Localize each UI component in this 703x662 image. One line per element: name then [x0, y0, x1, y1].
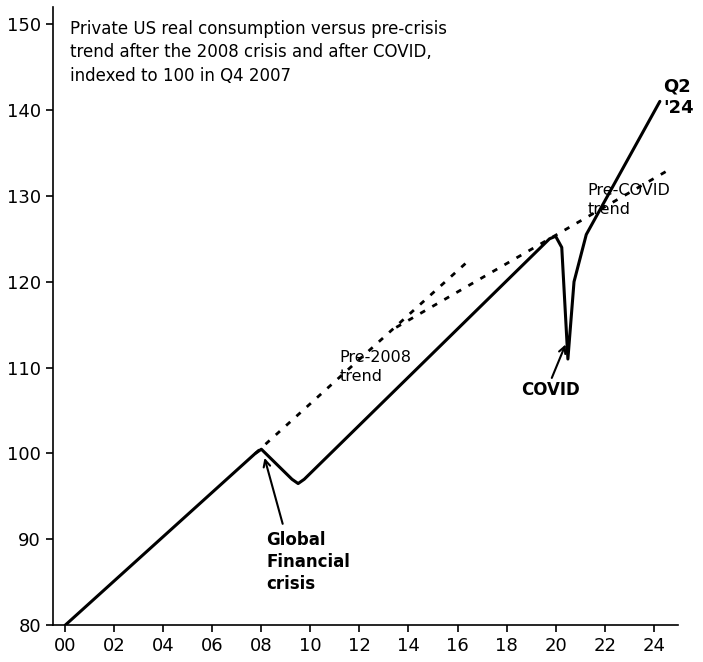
- Text: Q2
'24: Q2 '24: [664, 77, 694, 117]
- Text: COVID: COVID: [522, 381, 580, 399]
- Text: Pre-2008
trend: Pre-2008 trend: [340, 350, 412, 384]
- Text: Pre-COVID
trend: Pre-COVID trend: [588, 183, 671, 216]
- Text: Private US real consumption versus pre-crisis
trend after the 2008 crisis and af: Private US real consumption versus pre-c…: [70, 20, 447, 85]
- Text: Global
Financial
crisis: Global Financial crisis: [266, 531, 350, 593]
